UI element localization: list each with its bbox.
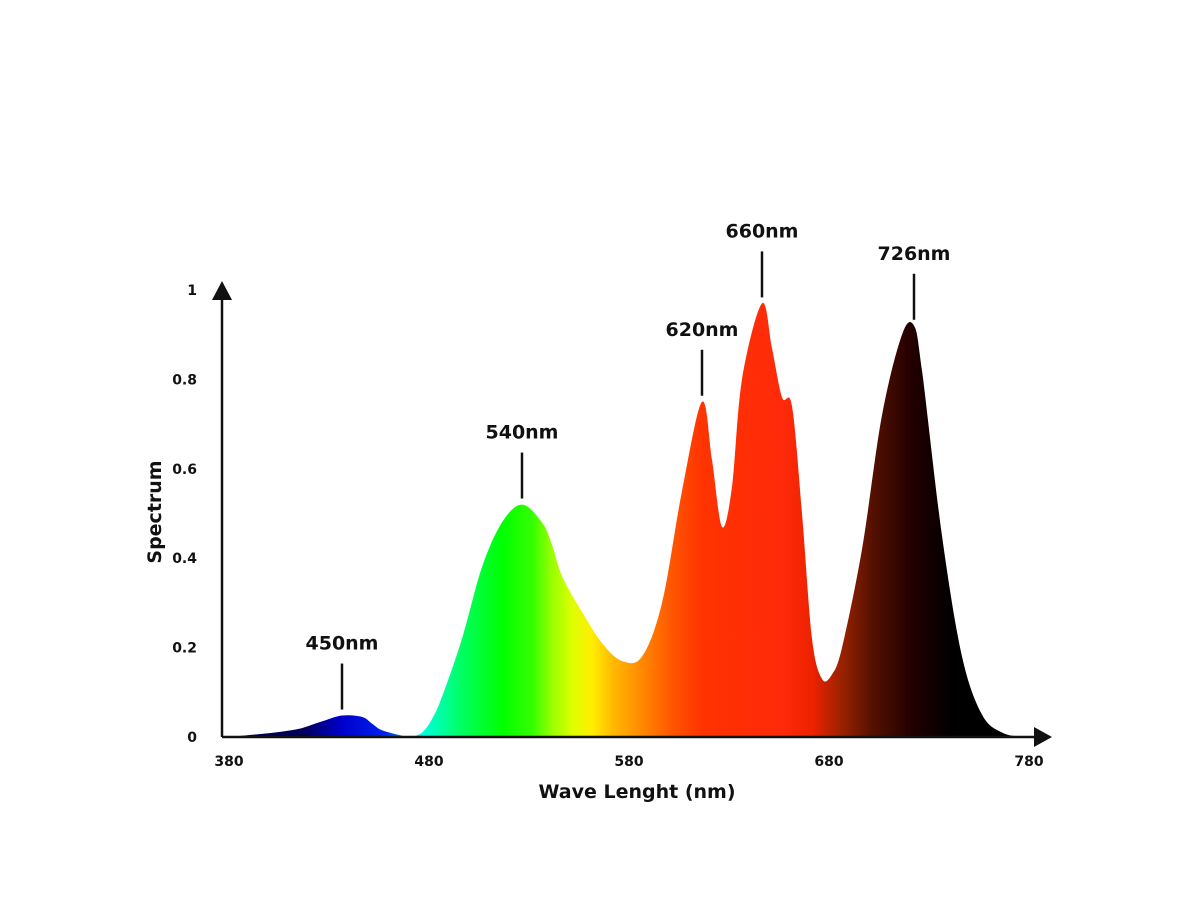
y-tick-label: 0.4 <box>172 551 197 567</box>
y-axis-arrow-icon <box>212 281 232 300</box>
x-tick-label: 380 <box>214 754 243 770</box>
peak-label: 620nm <box>666 319 739 341</box>
x-axis-arrow-icon <box>1034 727 1052 747</box>
y-tick-label: 0 <box>187 730 197 746</box>
x-axis-title: Wave Lenght (nm) <box>538 781 735 803</box>
x-tick-label: 480 <box>414 754 443 770</box>
y-axis-title: Spectrum <box>144 460 166 563</box>
y-tick-label: 0.2 <box>172 641 197 657</box>
x-tick-label: 580 <box>614 754 643 770</box>
peak-label: 540nm <box>486 422 559 444</box>
y-tick-label: 0.8 <box>172 372 197 388</box>
y-tick-label: 0.6 <box>172 462 197 478</box>
y-tick-label: 1 <box>187 283 197 299</box>
spectrum-area <box>222 302 1022 737</box>
peak-label: 450nm <box>306 633 379 655</box>
peak-label: 660nm <box>726 220 799 242</box>
x-tick-label: 680 <box>814 754 843 770</box>
peak-label: 726nm <box>878 243 951 265</box>
x-tick-label: 780 <box>1014 754 1043 770</box>
